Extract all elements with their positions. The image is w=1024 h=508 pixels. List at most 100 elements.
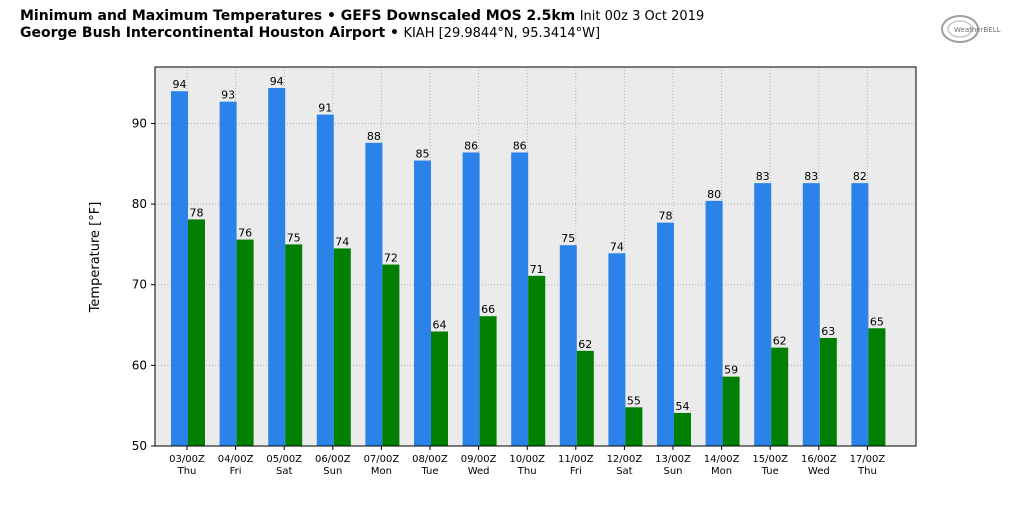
max-temp-label: 85 <box>416 148 430 161</box>
max-temp-label: 78 <box>659 210 673 223</box>
max-temp-bar <box>754 183 772 447</box>
max-temp-bar <box>365 142 383 447</box>
max-temp-bar <box>608 253 626 446</box>
min-temp-bar <box>236 239 254 446</box>
x-tick-day: Sun <box>323 466 342 477</box>
x-tick-day: Thu <box>177 466 197 477</box>
min-temp-bar <box>479 316 497 446</box>
min-temp-bar <box>431 331 448 446</box>
max-temp-label: 93 <box>221 89 235 102</box>
max-temp-label: 75 <box>561 232 575 245</box>
max-temp-label: 86 <box>513 139 527 152</box>
max-temp-bar <box>316 114 334 446</box>
max-temp-bar <box>462 152 480 446</box>
x-tick-time: 06/00Z <box>315 454 351 465</box>
min-temp-label: 59 <box>724 364 738 377</box>
min-temp-bar <box>625 407 643 446</box>
x-tick-day: Sat <box>276 466 292 477</box>
x-tick-time: 17/00Z <box>850 454 886 465</box>
title-line-2: George Bush Intercontinental Houston Air… <box>20 25 704 42</box>
x-tick-day: Tue <box>420 466 438 477</box>
y-tick-label: 80 <box>132 197 147 211</box>
x-tick-time: 09/00Z <box>461 454 497 465</box>
chart-header: Minimum and Maximum Temperatures • GEFS … <box>20 8 704 42</box>
x-tick-time: 15/00Z <box>752 454 788 465</box>
data-labels: 94 78 93 76 94 75 91 74 88 72 85 64 86 66 86 71 75 62 74 55… <box>173 75 884 413</box>
init-time: Init 00z 3 Oct 2019 <box>579 9 705 24</box>
max-temp-bar <box>851 183 869 447</box>
max-temp-label: 91 <box>318 102 332 115</box>
x-tick-day: Mon <box>371 466 392 477</box>
x-tick-time: 13/00Z <box>655 454 691 465</box>
x-tick-time: 08/00Z <box>412 454 448 465</box>
min-temp-label: 74 <box>335 235 349 248</box>
x-tick-day: Wed <box>468 466 490 477</box>
y-axis: 50 60 70 80 90 <box>132 116 155 453</box>
max-temp-bar <box>219 101 237 446</box>
min-temp-bar <box>188 219 205 446</box>
max-temp-bar <box>414 160 431 447</box>
x-tick-day: Sun <box>663 466 682 477</box>
x-tick-time: 14/00Z <box>704 454 740 465</box>
x-tick-time: 10/00Z <box>509 454 545 465</box>
max-temp-label: 80 <box>707 188 721 201</box>
y-tick-label: 90 <box>132 116 147 130</box>
min-temp-label: 55 <box>627 394 641 407</box>
title-line-1: Minimum and Maximum Temperatures • GEFS … <box>20 8 704 25</box>
min-temp-label: 76 <box>238 227 252 240</box>
max-temp-bar <box>657 222 674 446</box>
max-temp-bar <box>171 91 188 446</box>
x-tick-day: Wed <box>808 466 830 477</box>
max-temp-label: 88 <box>367 130 381 143</box>
x-tick-time: 16/00Z <box>801 454 837 465</box>
min-temp-label: 54 <box>676 400 690 413</box>
bars <box>171 87 886 447</box>
max-temp-label: 83 <box>756 170 770 183</box>
x-tick-day: Fri <box>230 466 242 477</box>
x-tick-day: Tue <box>761 466 779 477</box>
y-tick-label: 60 <box>132 358 147 372</box>
max-temp-label: 94 <box>173 78 187 91</box>
max-temp-label: 86 <box>464 139 478 152</box>
plot-frame <box>154 66 917 447</box>
station-coords: KIAH [29.9844°N, 95.3414°W] <box>403 26 601 41</box>
min-temp-label: 75 <box>287 231 301 244</box>
min-temp-bar <box>771 347 789 446</box>
min-temp-bar <box>868 328 886 446</box>
x-tick-time: 05/00Z <box>266 454 302 465</box>
min-temp-bar <box>576 350 594 446</box>
max-temp-bar <box>705 200 723 446</box>
max-temp-bar <box>559 245 577 446</box>
x-tick-time: 07/00Z <box>364 454 400 465</box>
max-temp-bar <box>802 183 820 447</box>
x-tick-day: Thu <box>857 466 877 477</box>
min-temp-label: 65 <box>870 315 884 328</box>
min-temp-bar <box>674 412 691 446</box>
min-temp-bar <box>333 248 351 446</box>
weatherbell-logo-icon: WeatherBELL <box>941 15 1001 43</box>
min-temp-label: 66 <box>481 303 495 316</box>
x-tick-day: Mon <box>711 466 732 477</box>
logo-text: WeatherBELL <box>954 26 1001 34</box>
min-temp-label: 71 <box>530 263 544 276</box>
max-temp-bar <box>268 87 286 447</box>
min-temp-label: 63 <box>821 325 835 338</box>
max-temp-label: 74 <box>610 240 624 253</box>
min-temp-label: 78 <box>190 206 204 219</box>
x-axis: 03/00ZThu04/00ZFri05/00ZSat06/00ZSun07/0… <box>169 446 885 477</box>
x-tick-time: 11/00Z <box>558 454 594 465</box>
min-temp-bar <box>285 244 303 446</box>
x-tick-time: 04/00Z <box>218 454 254 465</box>
min-temp-bar <box>382 264 400 446</box>
x-tick-day: Sat <box>616 466 632 477</box>
x-tick-day: Thu <box>517 466 537 477</box>
x-tick-day: Fri <box>570 466 582 477</box>
min-temp-bar <box>722 376 740 446</box>
chart-title: Minimum and Maximum Temperatures • GEFS … <box>20 8 576 24</box>
max-temp-label: 94 <box>270 75 284 88</box>
max-temp-bar <box>511 152 529 446</box>
min-temp-label: 64 <box>433 318 447 331</box>
x-tick-time: 03/00Z <box>169 454 205 465</box>
min-temp-bar <box>528 275 546 446</box>
